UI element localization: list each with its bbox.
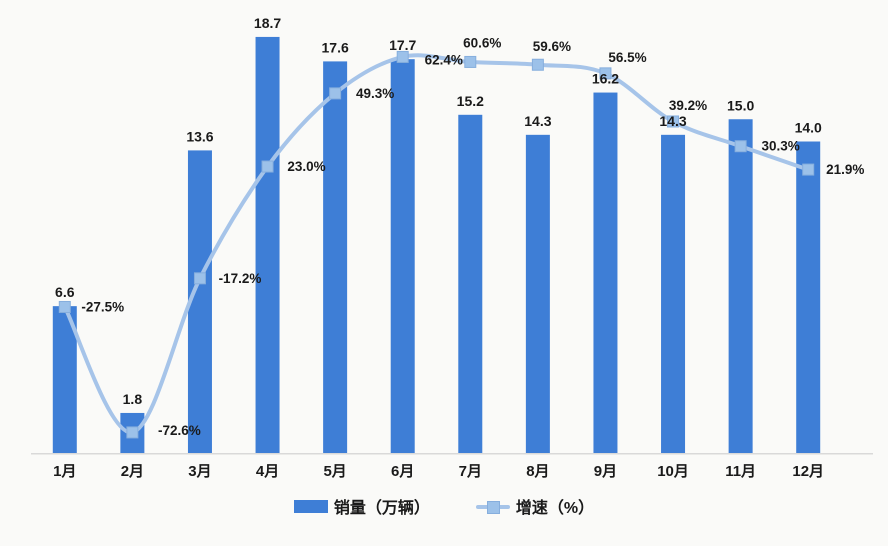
growth-value-label: 39.2% [669,98,707,113]
x-axis-tick-label: 12月 [792,463,824,480]
x-axis-tick-label: 9月 [594,463,617,480]
bar-7月 [458,114,483,455]
line-marker-6月 [396,50,409,63]
legend-item-sales: 销量（万辆） [293,494,430,518]
bar-value-label: 14.3 [659,113,686,129]
bar-4月 [255,36,280,455]
bar-value-label: 13.6 [186,128,213,144]
line-marker-9月 [599,67,612,80]
x-axis-tick-label: 6月 [391,463,414,480]
x-axis-tick-label: 2月 [121,463,144,480]
line-marker-11月 [734,140,747,153]
legend-item-growth: 增速（%） [475,494,595,518]
legend: 销量（万辆） 增速（%） [0,494,888,518]
x-axis-tick-label: 10月 [657,463,689,480]
growth-value-label: 49.3% [356,86,394,101]
bar-5月 [323,61,348,455]
bar-10月 [661,134,686,454]
line-marker-7月 [464,55,477,68]
growth-value-label: 59.6% [533,39,571,54]
bar-6月 [390,59,415,455]
line-marker-12月 [802,163,815,176]
x-axis-tick-label: 3月 [188,463,211,480]
growth-value-label: 23.0% [287,159,325,174]
bar-value-label: 16.2 [592,71,619,87]
bar-12月 [796,141,821,454]
growth-value-label: -27.5% [81,299,124,314]
bar-value-label: 1.8 [123,391,143,407]
line-marker-8月 [531,58,544,71]
legend-label-growth: 增速（%） [515,500,595,517]
x-axis-tick-label: 4月 [256,463,279,480]
growth-value-label: 21.9% [826,162,864,177]
bar-8月 [525,134,550,454]
bar-11月 [728,119,753,454]
bar-value-label: 17.7 [389,37,416,53]
growth-value-label: -72.6% [158,423,201,438]
line-marker-5月 [329,87,342,100]
bar-value-label: 18.7 [254,15,281,31]
line-marker-4月 [261,160,274,173]
bar-value-label: 15.0 [727,97,754,113]
growth-value-label: 60.6% [463,35,501,50]
x-axis-tick-label: 1月 [53,463,76,480]
growth-value-label: 56.5% [608,50,646,65]
growth-value-label: -17.2% [219,271,262,286]
line-marker-2月 [126,426,139,439]
x-axis-tick-label: 8月 [526,463,549,480]
x-axis-tick-label: 7月 [459,463,482,480]
legend-label-sales: 销量（万辆） [333,500,430,517]
line-series-swatch-icon [475,500,510,514]
bar-value-label: 6.6 [55,284,75,300]
line-marker-3月 [193,272,206,285]
line-marker-10月 [667,115,680,128]
growth-value-label: 62.4% [425,52,463,67]
x-axis-tick-label: 5月 [323,463,346,480]
line-marker-1月 [58,300,71,313]
bar-value-label: 15.2 [457,93,484,109]
bar-series-swatch-icon [293,499,328,513]
bar-value-label: 14.0 [795,120,822,136]
x-axis-tick-label: 11月 [725,463,756,480]
bar-value-label: 14.3 [524,113,551,129]
growth-value-label: 30.3% [761,139,799,154]
bar-9月 [593,92,618,455]
bar-value-label: 17.6 [322,39,349,55]
